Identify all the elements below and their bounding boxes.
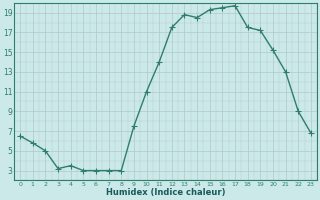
X-axis label: Humidex (Indice chaleur): Humidex (Indice chaleur) [106, 188, 225, 197]
